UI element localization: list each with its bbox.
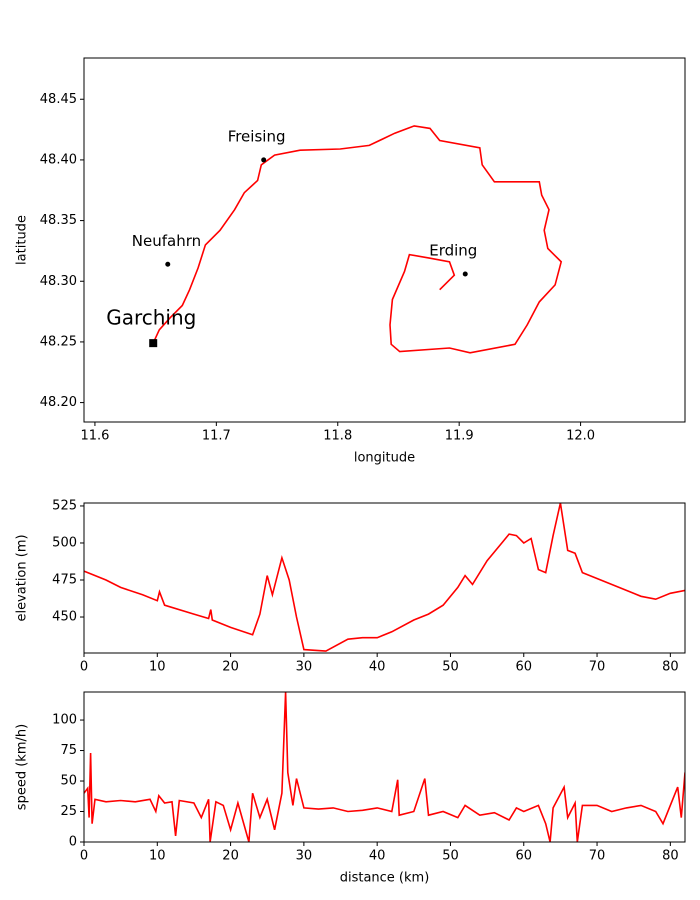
x-tick-label: 0: [80, 660, 88, 675]
place-label: Erding: [429, 241, 477, 259]
x-tick-label: 80: [662, 660, 679, 675]
y-tick-label: 48.30: [40, 274, 77, 289]
axes-frame: [83, 502, 686, 654]
x-tick-label: 10: [149, 849, 166, 864]
data-line: [152, 125, 563, 354]
place-marker: [165, 261, 171, 267]
y-tick-label: 75: [60, 743, 77, 758]
y-tick-label: 48.35: [40, 213, 77, 228]
x-tick-label: 12.0: [566, 429, 595, 444]
y-tick-label: 450: [52, 610, 77, 625]
x-tick-label: 10: [149, 660, 166, 675]
x-tick-label: 20: [222, 849, 239, 864]
x-tick-label: 11.7: [202, 429, 231, 444]
y-axis-label: latitude: [15, 215, 30, 265]
y-tick-label: 48.20: [40, 395, 77, 410]
x-tick-label: 11.8: [323, 429, 352, 444]
y-tick-label: 48.40: [40, 152, 77, 167]
x-tick-label: 70: [589, 660, 606, 675]
y-tick-label: 48.25: [40, 334, 77, 349]
x-tick-label: 60: [515, 660, 532, 675]
y-tick-label: 475: [52, 572, 77, 587]
place-label: Freising: [228, 127, 286, 145]
y-axis-label: elevation (m): [15, 534, 30, 621]
place-marker: [261, 157, 267, 163]
axes-frame: [83, 57, 686, 423]
place-label: Neufahrn: [132, 232, 201, 250]
x-tick-label: 11.9: [445, 429, 474, 444]
x-axis-label: distance (km): [340, 871, 430, 886]
x-tick-label: 30: [296, 849, 313, 864]
place-marker: [462, 271, 468, 277]
x-tick-label: 70: [589, 849, 606, 864]
x-tick-label: 80: [662, 849, 679, 864]
y-tick-label: 48.45: [40, 92, 77, 107]
data-line: [84, 503, 685, 652]
x-tick-label: 30: [296, 660, 313, 675]
x-tick-label: 20: [222, 660, 239, 675]
x-tick-label: 60: [515, 849, 532, 864]
y-axis-label: speed (km/h): [15, 724, 30, 810]
y-tick-label: 25: [60, 804, 77, 819]
x-tick-label: 50: [442, 849, 459, 864]
x-tick-label: 40: [369, 660, 386, 675]
x-tick-label: 50: [442, 660, 459, 675]
x-tick-label: 11.6: [80, 429, 109, 444]
x-tick-label: 0: [80, 849, 88, 864]
data-line: [84, 692, 685, 842]
axes-frame: [83, 691, 686, 843]
y-tick-label: 525: [52, 498, 77, 513]
y-tick-label: 50: [60, 774, 77, 789]
x-axis-label: longitude: [354, 451, 415, 466]
place-marker: [149, 339, 158, 348]
y-tick-label: 500: [52, 535, 77, 550]
place-label: Garching: [106, 306, 196, 330]
x-tick-label: 40: [369, 849, 386, 864]
y-tick-label: 100: [52, 713, 77, 728]
y-tick-label: 0: [69, 835, 77, 850]
